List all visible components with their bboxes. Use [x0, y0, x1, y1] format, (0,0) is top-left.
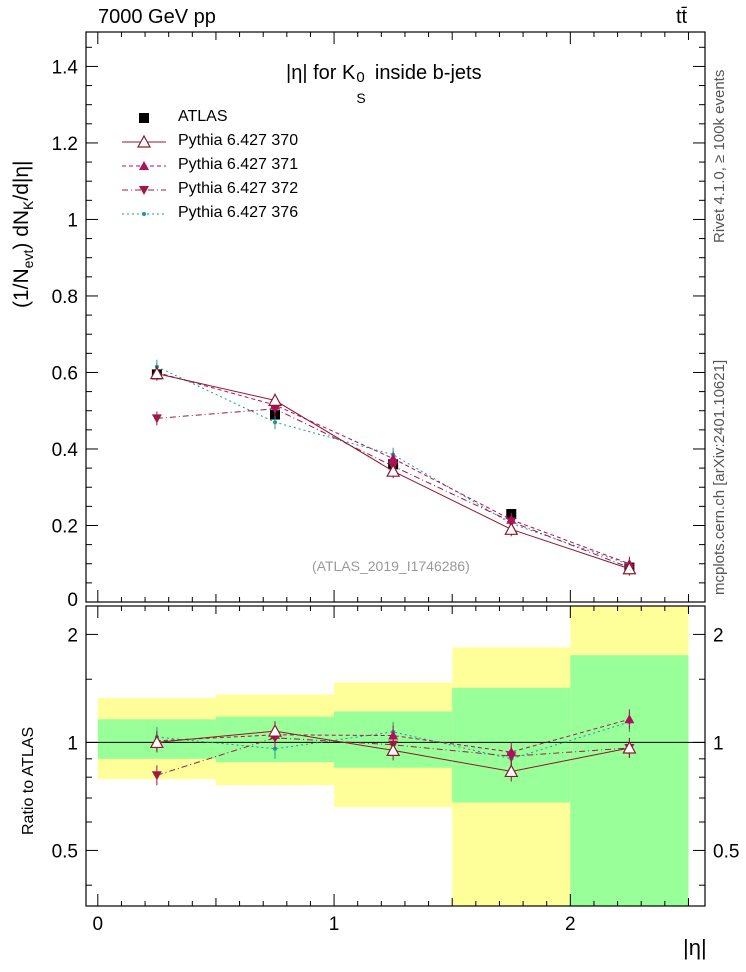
- rivet-label: Rivet 4.1.0, ≥ 100k events: [711, 69, 728, 243]
- ratio-marker: [388, 730, 399, 740]
- title-subscript: S: [356, 90, 366, 106]
- legend-marker: [139, 161, 149, 170]
- legend-entry-label: Pythia 6.427 376: [178, 204, 299, 221]
- source-label: mcplots.cern.ch [arXiv:2401.10621]: [711, 359, 728, 595]
- ratio-tick-label: 0.5: [52, 841, 78, 862]
- ratio-marker: [267, 723, 283, 737]
- legend-marker: [136, 134, 152, 148]
- legend-entry-label: Pythia 6.427 371: [178, 156, 299, 173]
- series-marker: [273, 420, 278, 425]
- title-suffix: inside b-jets: [369, 62, 482, 84]
- axes: 0.2 0.4 0.6 0.8 1 1.2 1.4 0 0 1 2 0.5 0.5 1 1 2 2: [52, 31, 739, 935]
- ratio-line: [156, 718, 630, 753]
- series-marker: [504, 522, 519, 535]
- ratio-marker: [504, 764, 519, 778]
- x-tick-label: 0: [93, 914, 104, 935]
- y-tick-label: 0.6: [52, 363, 78, 384]
- process-label: tt̄: [676, 6, 688, 28]
- ratio-tick-label-right: 1: [713, 733, 724, 754]
- ratio-tick-label-right: 2: [713, 625, 724, 646]
- series-line: [156, 408, 630, 569]
- legend-graphics: [122, 113, 166, 216]
- ratio-panel-series: [149, 709, 637, 786]
- series-marker: [151, 414, 162, 424]
- analysis-id: (ATLAS_2019_I1746286): [312, 558, 470, 574]
- series-marker: [267, 393, 283, 406]
- main-panel-series: [149, 359, 637, 576]
- series-marker: [622, 561, 637, 575]
- green-band-4: [570, 655, 689, 906]
- main-frame: [85, 31, 706, 603]
- series-line: [156, 366, 630, 565]
- y-tick-label: 0.8: [52, 287, 78, 308]
- ratio-tick-label-right: 0.5: [713, 841, 739, 862]
- ratio-tick-label: 2: [67, 625, 78, 646]
- ratio-marker: [622, 740, 637, 754]
- ratio-marker: [506, 747, 517, 757]
- ratio-axis-label: Ratio to ATLAS: [20, 726, 37, 835]
- ratio-marker: [386, 743, 401, 757]
- ratio-marker: [624, 714, 635, 724]
- ratio-tick-label: 1: [67, 733, 78, 754]
- series-marker: [386, 463, 401, 477]
- y-tick-label: 1: [67, 210, 78, 231]
- x-axis-label: |η|: [683, 935, 707, 960]
- legend-marker: [139, 113, 149, 123]
- legend-entry-label: Pythia 6.427 372: [178, 180, 299, 197]
- y-tick-label: 1.2: [52, 134, 78, 155]
- y-axis-label: (1/Nevt) dNK/d|η|: [10, 160, 37, 308]
- title-superscript: 0: [356, 69, 365, 86]
- y-tick-label-zero: 0: [67, 590, 78, 611]
- y-tick-label: 0.2: [52, 516, 78, 537]
- ratio-marker: [149, 735, 164, 749]
- ratio-line: [156, 721, 630, 760]
- ratio-marker: [273, 746, 278, 751]
- series-marker: [149, 366, 164, 380]
- ratio-frame: [85, 605, 706, 907]
- legend-marker: [142, 212, 146, 216]
- legend-marker: [139, 186, 149, 195]
- y-tick-label: 1.4: [52, 57, 79, 78]
- ratio-marker: [151, 771, 162, 781]
- legend-entry-label: ATLAS: [178, 108, 228, 125]
- series-marker: [506, 514, 517, 524]
- energy-label: 7000 GeV pp: [98, 6, 216, 28]
- x-tick-label: 1: [329, 914, 340, 935]
- title-prefix: |η| for K: [286, 62, 356, 84]
- legend-entry-label: Pythia 6.427 370: [178, 132, 299, 149]
- x-tick-label: 2: [565, 914, 576, 935]
- series-marker: [388, 453, 399, 463]
- ratio-line: [156, 737, 630, 776]
- y-tick-label: 0.4: [52, 440, 79, 461]
